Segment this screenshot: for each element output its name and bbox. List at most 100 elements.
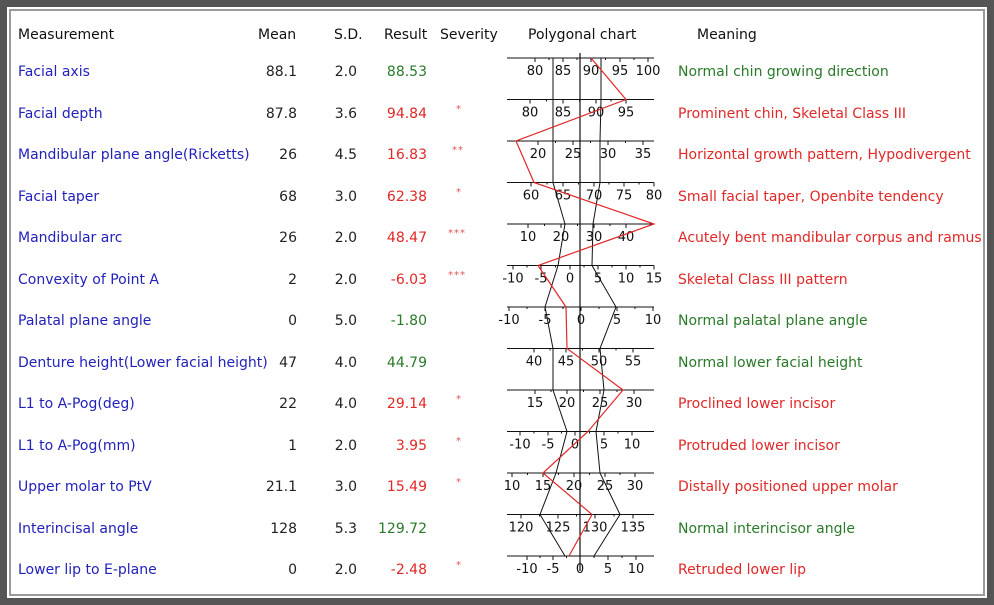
sd-value: 3.6 — [334, 105, 357, 122]
result-value: -2.48 — [390, 562, 427, 578]
sd-value: 2.0 — [334, 64, 357, 80]
severity-marker: *** — [448, 228, 466, 239]
chart-norm-lower-line — [539, 58, 568, 557]
sd-value: 3.0 — [334, 479, 357, 495]
meaning-text: Proclined lower incisor — [678, 396, 836, 412]
result-value: 16.83 — [386, 147, 427, 163]
sd-value: 4.5 — [334, 147, 357, 163]
chart-tick-label: 85 — [555, 64, 572, 79]
chart-result-line — [515, 57, 656, 557]
chart-tick-label: 0 — [577, 313, 585, 328]
chart-tick-label: 40 — [526, 355, 543, 370]
chart-tick-label: 15 — [535, 479, 552, 494]
sd-value: 2.0 — [334, 562, 357, 578]
mean-value: 22 — [279, 396, 297, 412]
chart-tick-label: 85 — [555, 106, 572, 121]
meaning-text: Skeletal Class III pattern — [678, 271, 848, 288]
chart-tick-label: 20 — [553, 230, 570, 245]
severity-marker: ** — [452, 145, 464, 156]
mean-value: 128 — [270, 520, 297, 537]
chart-tick-label: 10 — [624, 438, 641, 453]
header-chart: Polygonal chart — [528, 27, 637, 43]
mean-value: 21.1 — [265, 479, 297, 495]
measurement-name: Facial taper — [18, 188, 100, 205]
chart-tick-label: 30 — [626, 396, 643, 411]
meaning-text: Normal chin growing direction — [678, 64, 889, 80]
mean-value: 47 — [279, 354, 297, 371]
chart-tick-label: 10 — [645, 313, 662, 328]
severity-marker: *** — [448, 269, 466, 281]
measurement-name: Facial depth — [18, 105, 103, 122]
chart-tick-label: -10 — [498, 313, 519, 328]
mean-value: 0 — [288, 313, 297, 329]
measurement-name: L1 to A-Pog(deg) — [18, 396, 135, 412]
measurement-name: Upper molar to PtV — [18, 479, 152, 495]
chart-tick-label: 80 — [527, 64, 544, 79]
chart-tick-label: 30 — [586, 230, 603, 245]
chart-tick-label: 5 — [594, 272, 602, 287]
meaning-text: Normal lower facial height — [678, 354, 863, 371]
chart-tick-label: 20 — [530, 147, 547, 162]
result-value: 29.14 — [386, 396, 427, 412]
chart-tick-label: 10 — [504, 479, 521, 494]
chart-tick-label: 10 — [520, 230, 537, 245]
chart-tick-label: -5 — [547, 562, 560, 577]
meaning-text: Normal palatal plane angle — [678, 313, 868, 329]
mean-value: 2 — [288, 271, 297, 288]
result-value: 3.95 — [395, 437, 427, 454]
header-meaning: Meaning — [697, 27, 757, 43]
sd-value: 5.3 — [334, 520, 357, 537]
measurement-name: Lower lip to E-plane — [18, 562, 157, 578]
result-value: 94.84 — [386, 105, 427, 122]
chart-tick-label: -10 — [502, 272, 523, 287]
chart-tick-label: 50 — [591, 355, 608, 370]
sd-value: 3.0 — [334, 188, 357, 205]
header-mean: Mean — [258, 27, 297, 43]
measurement-name: Denture height(Lower facial height) — [18, 354, 268, 371]
meaning-text: Retruded lower lip — [678, 562, 807, 578]
chart-tick-label: 65 — [555, 189, 572, 204]
header-severity: Severity — [440, 27, 498, 43]
chart-tick-label: 130 — [583, 521, 608, 536]
measurement-name: L1 to A-Pog(mm) — [18, 437, 136, 454]
result-value: 88.53 — [386, 64, 427, 80]
chart-tick-label: 0 — [571, 438, 579, 453]
sd-value: 2.0 — [334, 437, 357, 454]
measurement-name: Facial axis — [18, 64, 90, 80]
measurement-name: Convexity of Point A — [18, 271, 159, 288]
chart-tick-label: 80 — [522, 106, 539, 121]
chart-tick-label: 80 — [646, 189, 663, 204]
chart-tick-label: 25 — [597, 479, 614, 494]
chart-tick-label: 30 — [627, 479, 644, 494]
severity-marker: * — [456, 560, 462, 571]
meaning-text: Protruded lower incisor — [678, 437, 840, 454]
chart-tick-label: -5 — [539, 313, 552, 328]
chart-tick-label: 35 — [635, 147, 652, 162]
chart-tick-label: 55 — [625, 355, 642, 370]
chart-tick-label: 5 — [613, 313, 621, 328]
chart-tick-label: 40 — [618, 230, 635, 245]
chart-tick-label: -5 — [542, 438, 555, 453]
meaning-text: Distally positioned upper molar — [678, 479, 898, 495]
result-value: -1.80 — [390, 313, 427, 329]
chart-tick-label: 0 — [566, 272, 574, 287]
measurement-name: Interincisal angle — [18, 520, 139, 537]
chart-tick-label: -10 — [516, 562, 537, 577]
chart-tick-label: 20 — [566, 479, 583, 494]
measurement-name: Palatal plane angle — [18, 313, 152, 329]
chart-tick-label: 95 — [618, 106, 635, 121]
mean-value: 87.8 — [265, 105, 297, 122]
chart-tick-label: 25 — [565, 147, 582, 162]
chart-tick-label: 20 — [559, 396, 576, 411]
result-value: 44.79 — [386, 354, 427, 371]
chart-tick-label: 75 — [616, 189, 633, 204]
chart-tick-label: 95 — [612, 64, 629, 79]
chart-tick-label: -5 — [535, 272, 548, 287]
chart-tick-label: -10 — [509, 438, 530, 453]
mean-value: 26 — [279, 230, 297, 246]
sd-value: 2.0 — [334, 271, 357, 288]
meaning-text: Horizontal growth pattern, Hypodivergent — [678, 147, 971, 163]
severity-marker: * — [456, 435, 462, 447]
header-result: Result — [384, 27, 428, 43]
